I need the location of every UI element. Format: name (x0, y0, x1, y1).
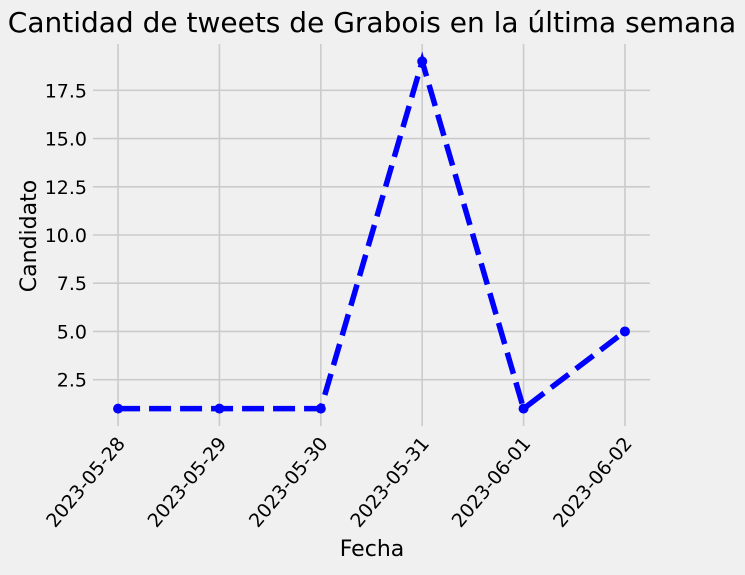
data-point (113, 403, 124, 414)
y-axis-label: Candidato (17, 180, 42, 292)
data-point (417, 56, 428, 67)
data-point (619, 326, 630, 337)
series-line (118, 51, 627, 414)
x-axis-label: Fecha (340, 537, 405, 562)
y-tick-label: 17.5 (45, 80, 87, 102)
y-tick-label: 12.5 (45, 177, 87, 199)
data-point (518, 403, 529, 414)
y-tick-label: 5.0 (57, 321, 87, 343)
y-tick-labels: 2.5 5.0 7.5 10.0 12.5 15.0 17.5 (45, 80, 87, 391)
y-tick-label: 2.5 (57, 370, 87, 392)
y-tick-label: 7.5 (57, 273, 87, 295)
y-tick-label: 10.0 (45, 225, 87, 247)
data-point (315, 403, 326, 414)
chart-title: Cantidad de tweets de Grabois en la últi… (8, 6, 736, 39)
y-tick-label: 15.0 (45, 129, 87, 151)
series (113, 51, 630, 414)
grid (93, 44, 650, 426)
data-point (214, 403, 225, 414)
